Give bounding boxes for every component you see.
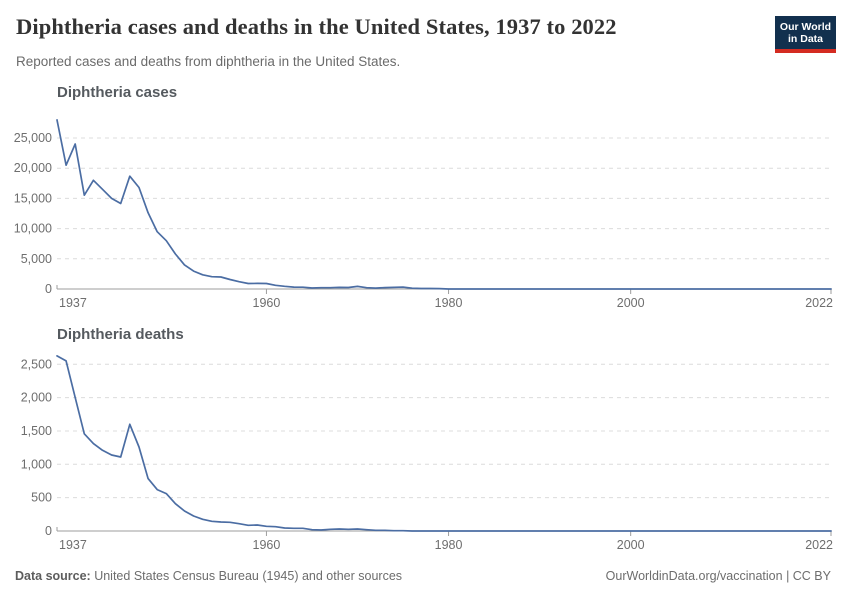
y-tick-label: 2,500 — [21, 357, 52, 371]
y-tick-label: 5,000 — [21, 252, 52, 266]
y-tick-label: 0 — [45, 524, 52, 538]
page-title: Diphtheria cases and deaths in the Unite… — [16, 14, 617, 39]
series-line — [56, 355, 832, 532]
series-line — [56, 119, 832, 290]
x-tick-label: 2000 — [617, 296, 645, 310]
y-tick-label: 2,000 — [21, 391, 52, 405]
y-tick-label: 10,000 — [14, 222, 52, 236]
y-tick-label: 0 — [45, 282, 52, 296]
owid-logo-line2: in Data — [787, 32, 823, 45]
x-tick-label: 2000 — [617, 538, 645, 552]
x-tick-label: 1960 — [253, 538, 281, 552]
data-source-text: United States Census Bureau (1945) and o… — [90, 569, 403, 583]
deaths-chart-title: Diphtheria deaths — [57, 326, 184, 343]
owid-logo[interactable]: Our World in Data — [775, 16, 836, 53]
x-tick-label: 2022 — [805, 538, 833, 552]
data-source-note: Data source: United States Census Bureau… — [15, 569, 402, 583]
y-tick-label: 15,000 — [14, 191, 52, 205]
x-tick-label: 1980 — [435, 296, 463, 310]
cases-chart-title: Diphtheria cases — [57, 84, 178, 101]
footer: Data source: United States Census Bureau… — [15, 569, 831, 583]
y-tick-label: 500 — [31, 491, 52, 505]
x-tick-label: 1937 — [59, 296, 87, 310]
x-tick-label: 1937 — [59, 538, 87, 552]
cases-chart: 0 5,000 10,000 15,000 20,000 25,000 1937 1960 19… — [14, 119, 833, 310]
x-tick-label: 2022 — [805, 296, 833, 310]
owid-logo-line1: Our World — [779, 20, 832, 33]
data-source-label: Data source: — [15, 569, 91, 583]
y-tick-label: 1,000 — [21, 457, 52, 471]
x-tick-label: 1980 — [435, 538, 463, 552]
page-subtitle: Reported cases and deaths from diphtheri… — [16, 54, 401, 69]
y-tick-label: 20,000 — [14, 161, 52, 175]
deaths-chart: 0 500 1,000 1,500 2,000 2,500 1937 1960 1980 2000… — [21, 355, 833, 552]
y-tick-label: 1,500 — [21, 424, 52, 438]
y-tick-label: 25,000 — [14, 131, 52, 145]
credit-link[interactable]: OurWorldinData.org/vaccination | CC BY — [605, 569, 831, 583]
x-tick-label: 1960 — [253, 296, 281, 310]
